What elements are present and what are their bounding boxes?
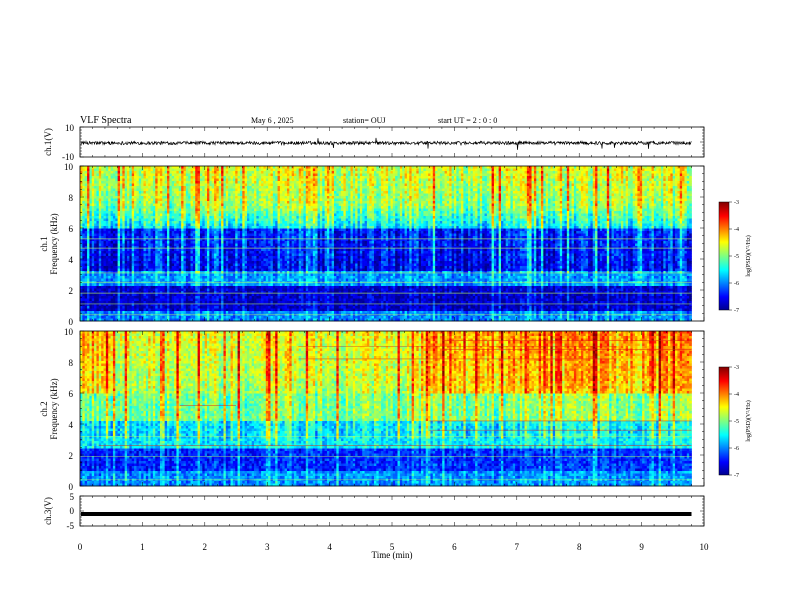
cb1-tick-m4: -4 bbox=[734, 227, 739, 233]
station-label: station= OUJ bbox=[343, 116, 386, 125]
ch2-spectrogram-panel: 10 8 6 4 2 0 ch.2 Frequency (kHz) -3 -4 … bbox=[39, 327, 752, 492]
ch2-freq-tick-0: 0 bbox=[69, 482, 74, 492]
ch1-spectrogram-ylabel: Frequency (kHz) bbox=[49, 213, 59, 274]
xtick-3: 3 bbox=[265, 542, 270, 552]
date-label: May 6 , 2025 bbox=[251, 116, 294, 125]
ch2-spectrogram-ylabel: Frequency (kHz) bbox=[49, 378, 59, 439]
ch3-ytick-5: 5 bbox=[70, 492, 75, 502]
ch3-ytick-m5: -5 bbox=[67, 521, 75, 531]
ch2-colorbar: -3 -4 -5 -6 -7 log(PSD)(V²/Hz) bbox=[719, 365, 752, 479]
ch2-freq-tick-6: 6 bbox=[69, 389, 74, 399]
ch1-waveform-panel: 10 -10 ch.1(V) bbox=[43, 123, 704, 162]
cb2-tick-m4: -4 bbox=[734, 392, 739, 398]
ch1-spectrogram-panel: 10 8 6 4 2 0 ch.1 Frequency (kHz) -3 -4 … bbox=[39, 162, 752, 327]
time-axis: 0 1 2 3 4 5 6 7 8 9 10 Time (min) bbox=[78, 542, 709, 560]
ch1-freq-tick-8: 8 bbox=[69, 193, 74, 203]
ch2-freq-tick-4: 4 bbox=[69, 420, 74, 430]
ch1-spectrogram-heatmap bbox=[80, 166, 692, 321]
xtick-8: 8 bbox=[577, 542, 582, 552]
xtick-6: 6 bbox=[452, 542, 457, 552]
xtick-7: 7 bbox=[515, 542, 520, 552]
ch1-ytick-top: 10 bbox=[65, 123, 75, 133]
ch1-spectrogram-channel-label: ch.1 bbox=[39, 236, 49, 251]
ch2-freq-tick-2: 2 bbox=[69, 451, 74, 461]
cb2-tick-m3: -3 bbox=[734, 365, 739, 371]
figure-title: VLF Spectra bbox=[80, 115, 132, 126]
ch1-colorbar: -3 -4 -5 -6 -7 log(PSD)(V²/Hz) bbox=[719, 200, 752, 314]
ch1-freq-tick-6: 6 bbox=[69, 224, 74, 234]
xtick-0: 0 bbox=[78, 542, 83, 552]
cb1-tick-m3: -3 bbox=[734, 200, 739, 206]
cb2-tick-m5: -5 bbox=[734, 419, 739, 425]
ch2-freq-tick-10: 10 bbox=[64, 327, 74, 337]
cb1-tick-m5: -5 bbox=[734, 254, 739, 260]
start-time-label: start UT = 2 : 0 : 0 bbox=[438, 116, 497, 125]
ch3-waveform-panel: 5 0 -5 ch.3(V) bbox=[43, 492, 704, 531]
xtick-9: 9 bbox=[639, 542, 644, 552]
xtick-10: 10 bbox=[700, 542, 710, 552]
cb1-tick-m6: -6 bbox=[734, 281, 739, 287]
ch3-waveform-ylabel: ch.3(V) bbox=[43, 497, 53, 525]
ch2-spectrogram-heatmap bbox=[80, 331, 692, 486]
ch1-freq-tick-10: 10 bbox=[64, 162, 74, 172]
xtick-2: 2 bbox=[203, 542, 208, 552]
ch1-freq-tick-2: 2 bbox=[69, 286, 74, 296]
cb2-tick-m7: -7 bbox=[734, 473, 739, 479]
cb1-tick-m7: -7 bbox=[734, 308, 739, 314]
cb2-tick-m6: -6 bbox=[734, 446, 739, 452]
cb1-label: log(PSD)(V²/Hz) bbox=[745, 235, 752, 276]
ch3-ytick-0: 0 bbox=[70, 506, 75, 516]
ch1-freq-tick-4: 4 bbox=[69, 255, 74, 265]
xaxis-label: Time (min) bbox=[372, 550, 413, 560]
ch2-spectrogram-channel-label: ch.2 bbox=[39, 401, 49, 416]
ch2-freq-tick-8: 8 bbox=[69, 358, 74, 368]
ch1-waveform-ylabel: ch.1(V) bbox=[43, 128, 53, 156]
ch1-ytick-bottom: -10 bbox=[62, 152, 74, 162]
cb2-label: log(PSD)(V²/Hz) bbox=[745, 400, 752, 441]
ch1-freq-tick-0: 0 bbox=[69, 317, 74, 327]
xtick-4: 4 bbox=[327, 542, 332, 552]
xtick-1: 1 bbox=[140, 542, 145, 552]
